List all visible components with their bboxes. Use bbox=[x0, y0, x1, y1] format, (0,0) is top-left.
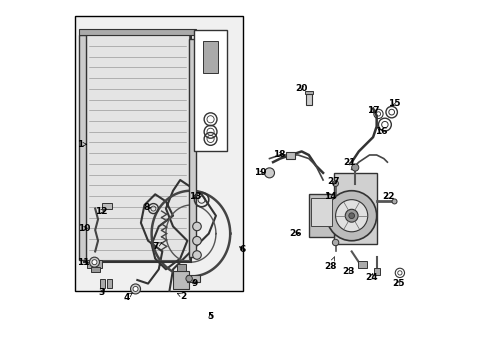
Text: 22: 22 bbox=[382, 192, 394, 201]
Bar bbox=[80, 35, 85, 260]
Text: 5: 5 bbox=[207, 312, 213, 321]
Bar bbox=[80, 29, 195, 35]
Bar bbox=[91, 267, 100, 272]
Circle shape bbox=[332, 181, 338, 186]
Bar bbox=[173, 271, 189, 289]
Text: 14: 14 bbox=[323, 192, 336, 201]
Bar bbox=[308, 194, 333, 237]
Text: 8: 8 bbox=[143, 203, 150, 212]
Circle shape bbox=[133, 287, 138, 292]
Circle shape bbox=[348, 213, 354, 219]
Text: 23: 23 bbox=[341, 267, 354, 276]
Circle shape bbox=[391, 199, 396, 204]
Bar bbox=[304, 91, 312, 94]
Bar bbox=[203, 41, 217, 73]
Bar bbox=[310, 198, 331, 226]
Bar bbox=[176, 264, 185, 271]
Bar bbox=[75, 16, 242, 291]
Text: 10: 10 bbox=[78, 224, 90, 233]
Text: 13: 13 bbox=[189, 192, 202, 201]
Circle shape bbox=[264, 168, 274, 178]
Text: 6: 6 bbox=[239, 245, 245, 254]
Circle shape bbox=[92, 260, 97, 265]
Bar bbox=[102, 203, 112, 208]
Bar bbox=[189, 39, 195, 257]
Circle shape bbox=[89, 257, 99, 267]
Bar bbox=[333, 173, 376, 244]
Bar bbox=[187, 275, 200, 282]
Text: 18: 18 bbox=[273, 150, 285, 159]
Circle shape bbox=[192, 222, 201, 231]
Bar bbox=[87, 260, 102, 267]
Text: 20: 20 bbox=[295, 84, 307, 93]
Circle shape bbox=[185, 275, 192, 282]
Text: 27: 27 bbox=[327, 177, 340, 186]
Bar bbox=[285, 152, 294, 158]
Text: 3: 3 bbox=[98, 288, 104, 297]
Text: 11: 11 bbox=[77, 258, 89, 267]
Circle shape bbox=[192, 237, 201, 245]
Text: 9: 9 bbox=[191, 279, 197, 288]
Circle shape bbox=[345, 209, 357, 222]
Circle shape bbox=[351, 164, 358, 171]
Circle shape bbox=[130, 284, 140, 294]
Bar bbox=[373, 268, 379, 275]
Bar bbox=[85, 35, 189, 260]
Bar bbox=[357, 261, 366, 267]
Text: 21: 21 bbox=[343, 158, 355, 167]
Text: 4: 4 bbox=[123, 293, 132, 302]
Bar bbox=[83, 33, 190, 262]
Text: 1: 1 bbox=[77, 140, 86, 149]
Bar bbox=[107, 279, 112, 288]
Circle shape bbox=[326, 191, 376, 241]
Text: 15: 15 bbox=[387, 99, 399, 108]
Text: 16: 16 bbox=[374, 127, 386, 136]
Text: 19: 19 bbox=[254, 168, 266, 177]
Text: 24: 24 bbox=[364, 273, 377, 282]
Text: 2: 2 bbox=[177, 292, 186, 301]
Text: 25: 25 bbox=[391, 279, 404, 288]
Circle shape bbox=[332, 239, 338, 246]
Circle shape bbox=[192, 251, 201, 259]
Text: 28: 28 bbox=[324, 257, 337, 271]
Text: 7: 7 bbox=[152, 242, 162, 251]
Text: 26: 26 bbox=[289, 229, 301, 238]
Text: 17: 17 bbox=[366, 106, 379, 115]
Bar bbox=[305, 94, 311, 105]
Text: 12: 12 bbox=[95, 207, 108, 216]
Bar bbox=[194, 30, 226, 152]
Bar bbox=[100, 279, 105, 288]
Circle shape bbox=[335, 200, 367, 232]
